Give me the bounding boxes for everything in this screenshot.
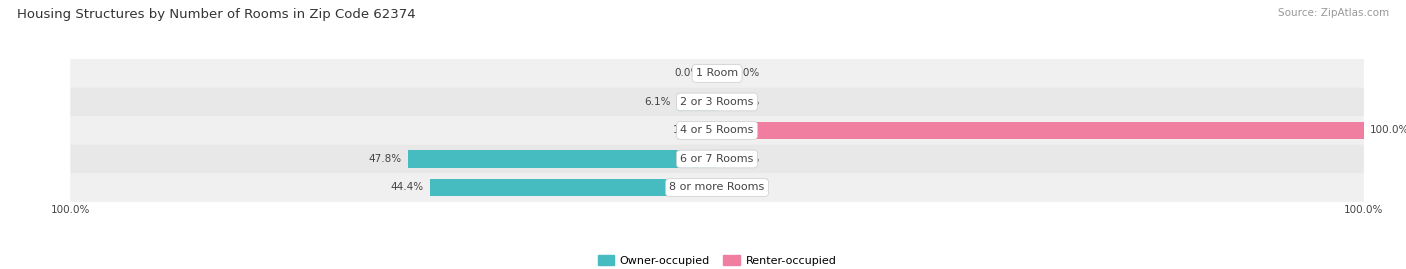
Bar	[430, 179, 717, 196]
FancyBboxPatch shape	[70, 173, 1364, 202]
Text: 0.0%: 0.0%	[675, 68, 700, 79]
FancyBboxPatch shape	[70, 144, 1364, 174]
Bar	[408, 150, 717, 168]
Text: 1.7%: 1.7%	[673, 125, 700, 136]
FancyBboxPatch shape	[70, 59, 1364, 88]
Text: 47.8%: 47.8%	[368, 154, 402, 164]
Text: 6.1%: 6.1%	[644, 97, 671, 107]
FancyBboxPatch shape	[70, 116, 1364, 145]
Text: 0.0%: 0.0%	[734, 154, 759, 164]
Text: 4 or 5 Rooms: 4 or 5 Rooms	[681, 125, 754, 136]
Text: Source: ZipAtlas.com: Source: ZipAtlas.com	[1278, 8, 1389, 18]
Legend: Owner-occupied, Renter-occupied: Owner-occupied, Renter-occupied	[593, 251, 841, 269]
Text: 1 Room: 1 Room	[696, 68, 738, 79]
Text: 8 or more Rooms: 8 or more Rooms	[669, 182, 765, 193]
Text: 0.0%: 0.0%	[734, 97, 759, 107]
Text: 0.0%: 0.0%	[734, 182, 759, 193]
FancyBboxPatch shape	[70, 87, 1364, 116]
Text: 0.0%: 0.0%	[734, 68, 759, 79]
Text: 6 or 7 Rooms: 6 or 7 Rooms	[681, 154, 754, 164]
Text: 100.0%: 100.0%	[1371, 125, 1406, 136]
Text: Housing Structures by Number of Rooms in Zip Code 62374: Housing Structures by Number of Rooms in…	[17, 8, 416, 21]
Text: 44.4%: 44.4%	[391, 182, 423, 193]
Text: 2 or 3 Rooms: 2 or 3 Rooms	[681, 97, 754, 107]
Bar	[717, 122, 1364, 139]
Bar	[706, 122, 717, 139]
Bar	[678, 93, 717, 111]
